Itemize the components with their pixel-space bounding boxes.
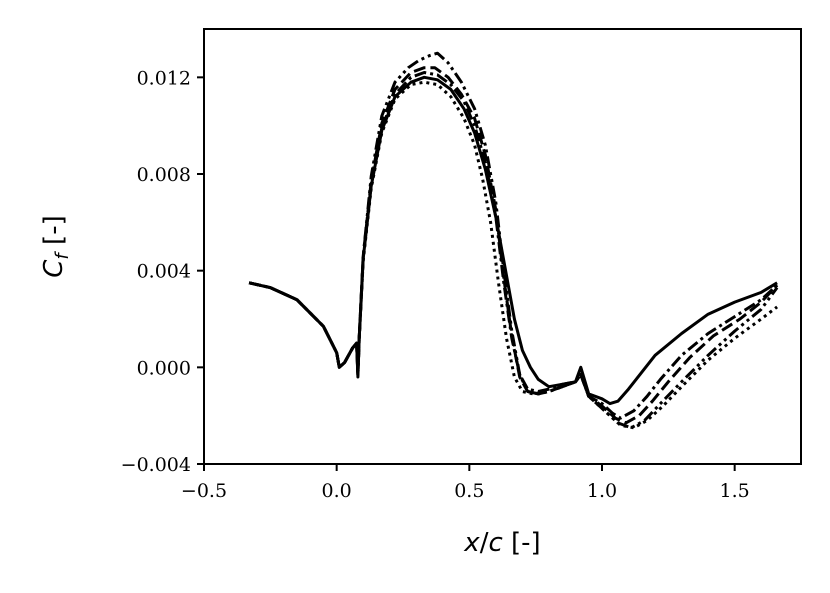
x-tick-label: 1.0 — [587, 480, 617, 502]
ticks-layer: −0.5 0.0 0.5 1.0 1.5 −0.004 0.000 0.004 0.008 0.0… — [121, 67, 750, 502]
series-1-line — [248, 75, 778, 406]
series-4-line — [248, 51, 779, 430]
y-tick-label: −0.004 — [121, 454, 191, 476]
series-5-line — [248, 80, 779, 430]
y-tick-label: 0.000 — [137, 357, 191, 379]
series-3-line — [248, 66, 779, 425]
plot-frame — [203, 28, 802, 465]
x-tick-label: 0.0 — [322, 480, 352, 502]
y-tick-label: 0.012 — [137, 67, 191, 89]
x-tick-label: 1.5 — [720, 480, 750, 502]
x-tick-label: −0.5 — [181, 480, 227, 502]
series-layer — [248, 51, 779, 430]
y-tick-label: 0.008 — [137, 164, 191, 186]
x-axis-label: x/c [-] — [463, 528, 540, 558]
y-tick-label: 0.004 — [137, 261, 191, 283]
x-tick-label: 0.5 — [454, 480, 484, 502]
y-axis-label: Cf [-] — [39, 215, 73, 277]
series-2-line — [248, 71, 779, 420]
